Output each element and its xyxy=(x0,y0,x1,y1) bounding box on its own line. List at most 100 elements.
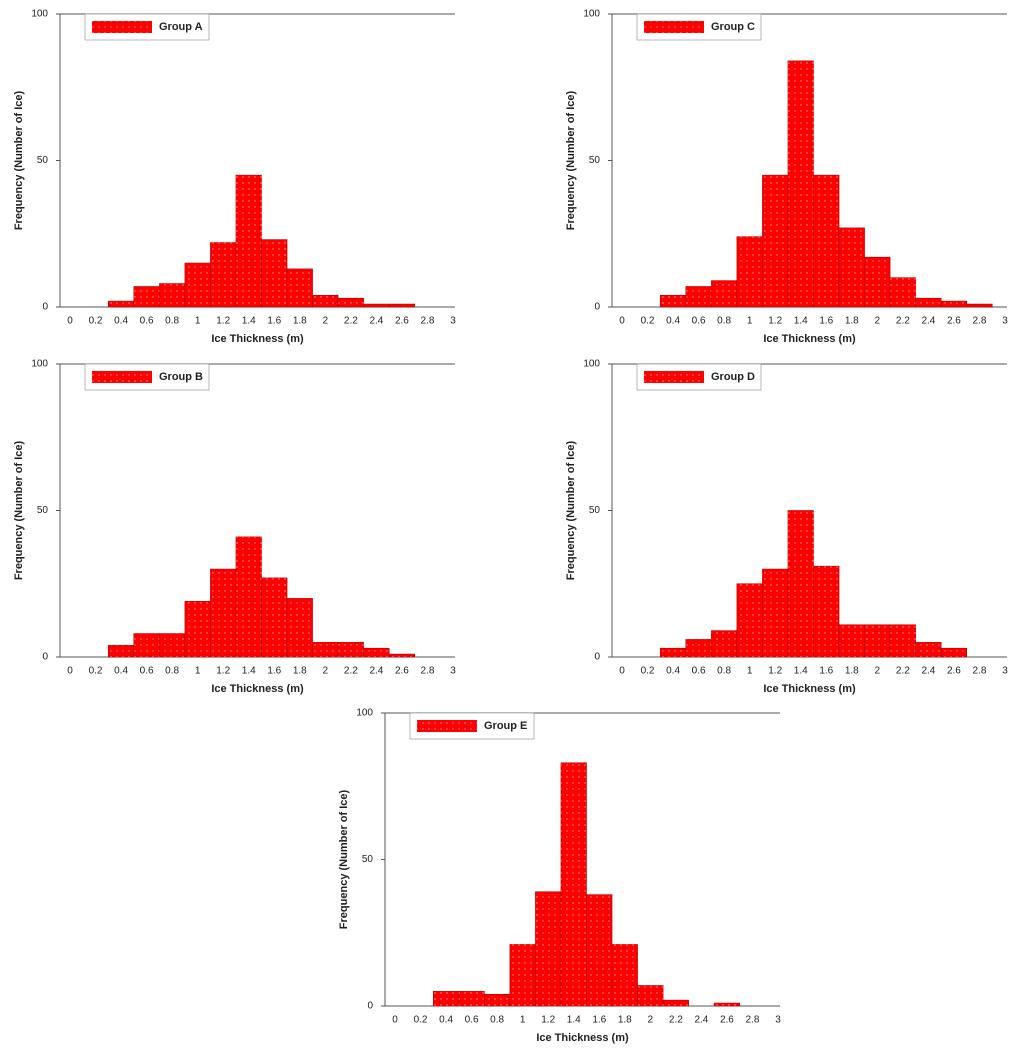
bar-texture xyxy=(159,283,185,307)
x-tick-label: 1.8 xyxy=(293,666,307,677)
x-tick-label: 1.4 xyxy=(242,316,256,327)
x-tick-label: 1.2 xyxy=(216,316,230,327)
bar-texture xyxy=(813,175,840,307)
x-tick-label: 0.6 xyxy=(692,666,706,677)
legend-swatch-texture xyxy=(644,21,704,33)
bar-texture xyxy=(235,175,262,307)
bar-texture xyxy=(363,304,390,307)
x-tick-label: 1.4 xyxy=(242,666,256,677)
y-tick-label: 0 xyxy=(594,302,600,313)
y-tick-label: 100 xyxy=(583,359,600,370)
bar-texture xyxy=(287,268,313,307)
bar-texture xyxy=(184,601,211,657)
x-tick-label: 2.4 xyxy=(921,666,935,677)
x-tick-label: 2.2 xyxy=(344,316,358,327)
x-tick-label: 0.4 xyxy=(439,1015,453,1026)
bar-texture xyxy=(941,648,967,657)
bar-texture xyxy=(685,286,712,307)
legend-swatch-texture xyxy=(92,21,152,33)
bar-texture xyxy=(586,894,613,1006)
y-tick-label: 100 xyxy=(31,9,48,20)
bar-texture xyxy=(813,566,840,657)
x-tick-label: 2.2 xyxy=(896,666,910,677)
x-tick-label: 3 xyxy=(450,316,456,327)
bar-texture xyxy=(736,236,763,307)
bar-texture xyxy=(535,891,561,1006)
x-tick-label: 1 xyxy=(195,666,201,677)
x-tick-label: 0.8 xyxy=(165,666,179,677)
x-tick-label: 0.2 xyxy=(641,316,655,327)
x-tick-label: 0.2 xyxy=(89,316,103,327)
y-tick-label: 50 xyxy=(362,854,374,865)
legend-label: Group B xyxy=(159,371,203,383)
x-tick-label: 0 xyxy=(67,666,73,677)
bar-texture xyxy=(389,304,415,307)
x-tick-label: 0.6 xyxy=(465,1015,479,1026)
x-tick-label: 2.2 xyxy=(344,666,358,677)
x-tick-label: 2 xyxy=(875,316,881,327)
y-axis-label: Frequency (Number of Ice) xyxy=(13,90,25,230)
x-tick-label: 2.4 xyxy=(369,316,383,327)
x-tick-label: 0.2 xyxy=(641,666,655,677)
bar-texture xyxy=(941,301,967,307)
bar-texture xyxy=(660,648,686,657)
x-tick-label: 3 xyxy=(450,666,456,677)
y-tick-label: 100 xyxy=(583,9,600,20)
x-tick-label: 1.4 xyxy=(794,666,808,677)
x-tick-label: 0.4 xyxy=(114,666,128,677)
bar-texture xyxy=(184,263,211,307)
y-axis-label: Frequency (Number of Ice) xyxy=(13,440,25,580)
bar-texture xyxy=(787,60,814,307)
legend-swatch-texture xyxy=(644,371,704,383)
x-tick-label: 1 xyxy=(520,1015,526,1026)
x-tick-label: 0.4 xyxy=(666,316,680,327)
legend-label: Group A xyxy=(159,21,203,33)
bar-texture xyxy=(663,1000,689,1006)
x-tick-label: 3 xyxy=(1002,316,1008,327)
x-tick-label: 1.6 xyxy=(592,1015,606,1026)
bar-texture xyxy=(560,762,587,1006)
y-tick-label: 50 xyxy=(37,505,49,516)
bar-texture xyxy=(363,648,390,657)
bar-texture xyxy=(235,536,262,657)
x-tick-label: 0.8 xyxy=(717,316,731,327)
bar-texture xyxy=(637,985,664,1006)
x-tick-label: 2.4 xyxy=(921,316,935,327)
bar-texture xyxy=(660,295,686,307)
y-tick-label: 100 xyxy=(31,359,48,370)
x-tick-label: 2 xyxy=(323,666,329,677)
x-tick-label: 1.6 xyxy=(267,666,281,677)
y-tick-label: 100 xyxy=(356,708,373,719)
x-tick-label: 0.2 xyxy=(414,1015,428,1026)
bar-texture xyxy=(966,304,993,307)
legend-swatch-texture xyxy=(92,371,152,383)
x-axis-label: Ice Thickness (m) xyxy=(211,333,304,345)
bar-texture xyxy=(261,239,288,307)
x-tick-label: 1.8 xyxy=(845,316,859,327)
bar-texture xyxy=(261,577,288,657)
y-tick-label: 50 xyxy=(589,505,601,516)
legend-swatch-texture xyxy=(417,720,477,732)
x-tick-label: 2.2 xyxy=(669,1015,683,1026)
x-axis-label: Ice Thickness (m) xyxy=(763,333,856,345)
x-tick-label: 1.8 xyxy=(293,316,307,327)
bar-texture xyxy=(159,633,185,657)
legend-label: Group E xyxy=(484,720,527,732)
x-tick-label: 1.2 xyxy=(768,316,782,327)
x-tick-label: 0.8 xyxy=(165,316,179,327)
bar-texture xyxy=(762,175,788,307)
bar-texture xyxy=(711,630,737,657)
x-tick-label: 2.6 xyxy=(947,316,961,327)
x-tick-label: 0.8 xyxy=(717,666,731,677)
x-tick-label: 1.8 xyxy=(618,1015,632,1026)
bar-texture xyxy=(787,510,814,657)
y-tick-label: 0 xyxy=(42,302,48,313)
bar-texture xyxy=(685,639,712,657)
x-tick-label: 2 xyxy=(875,666,881,677)
x-tick-label: 2.2 xyxy=(896,316,910,327)
x-tick-label: 1 xyxy=(747,316,753,327)
bar-texture xyxy=(210,242,236,307)
y-tick-label: 50 xyxy=(37,155,49,166)
bar-texture xyxy=(108,645,134,657)
